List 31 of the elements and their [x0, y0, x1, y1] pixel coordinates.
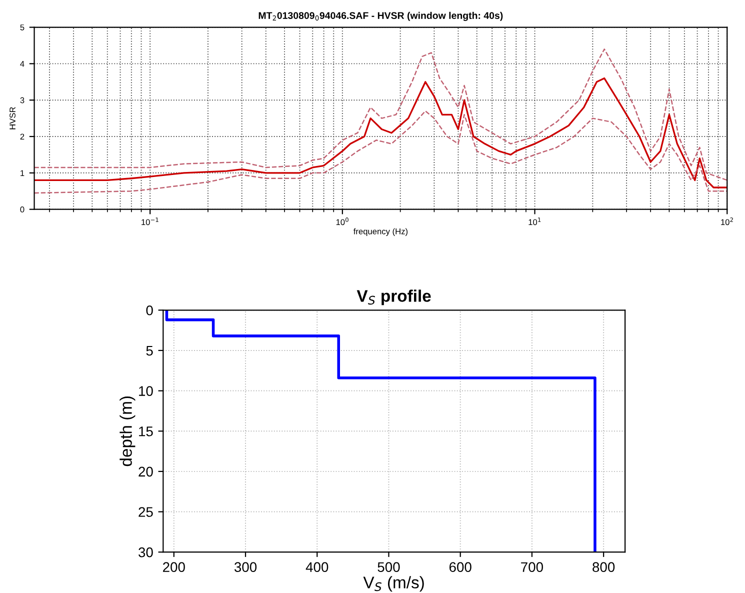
line-series: [165, 310, 596, 552]
y-tick-label: 1: [20, 170, 24, 176]
x-tick-label: 700: [521, 562, 544, 572]
y-axis-title: HVSR: [10, 107, 16, 130]
chart-title: MT$_{2}$0130809$_{0}$94046.SAF - HVSR (window length: 40s): [258, 12, 503, 21]
y-tick-label: 10: [139, 386, 153, 396]
x-tick-label: 10$^{1}$: [528, 218, 541, 226]
y-tick-label: 0: [20, 206, 24, 212]
y-tick-label: 5: [20, 24, 24, 30]
y-tick-label: 5: [146, 346, 153, 356]
x-tick-label: 300: [234, 562, 257, 572]
y-tick-label: 0: [146, 305, 153, 316]
x-tick-label: 800: [592, 562, 615, 572]
y-tick-label: 3: [20, 97, 24, 104]
x-tick-label: 10$^{0}$: [336, 218, 348, 226]
y-tick-label: 25: [138, 507, 153, 517]
x-axis-title: V$_{S}$ (m/s): [363, 576, 424, 592]
x-tick-label: 10$^{2}$: [721, 218, 733, 226]
y-tick-label: 30: [138, 547, 153, 558]
y-tick-label: 20: [138, 466, 153, 477]
y-axis-title: depth (m): [120, 396, 136, 466]
x-tick-label: 10$^{−1}$: [142, 218, 158, 226]
x-tick-label: 200: [163, 562, 185, 572]
y-tick-label: 15: [139, 426, 153, 436]
chart-title: V$_{S}$ profile: [356, 290, 431, 306]
x-tick-label: 500: [378, 562, 400, 572]
x-axis-title: frequency (Hz): [353, 228, 408, 236]
x-tick-label: 400: [306, 562, 328, 572]
y-tick-label: 2: [20, 134, 24, 140]
x-tick-label: 600: [449, 562, 472, 572]
y-tick-label: 4: [20, 60, 24, 67]
